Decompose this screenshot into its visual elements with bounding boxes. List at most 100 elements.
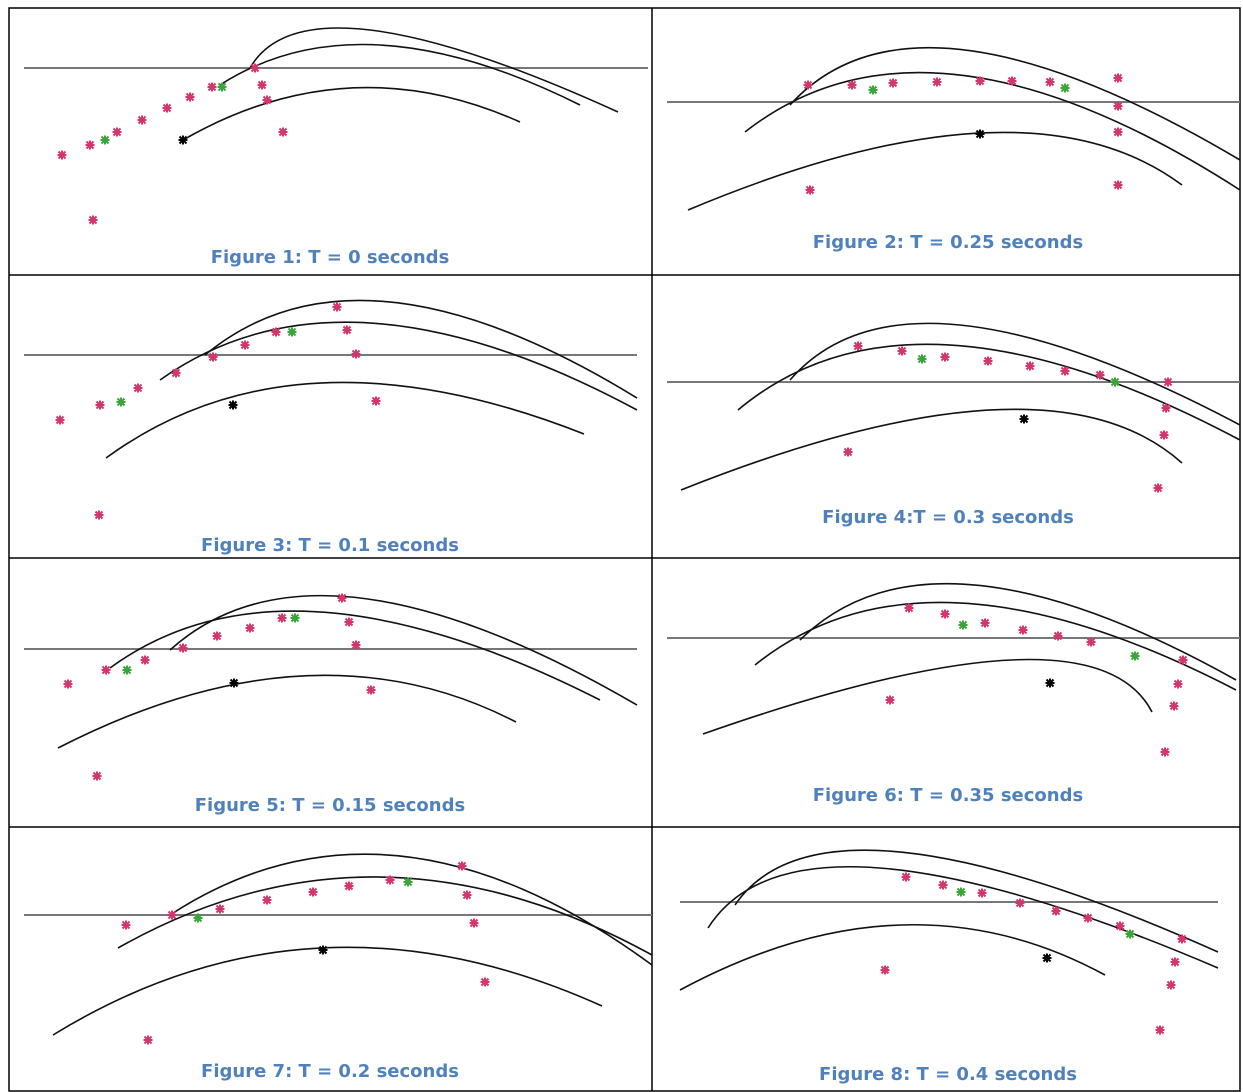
pink-marker: [215, 904, 225, 914]
green-marker: [1130, 651, 1140, 661]
panel: Figure 2: T = 0.25 seconds: [667, 47, 1241, 253]
curve: [204, 299, 638, 399]
curve: [159, 321, 638, 411]
panel: Figure 5: T = 0.15 seconds: [24, 593, 638, 816]
pink-marker: [1113, 180, 1123, 190]
pink-marker: [853, 341, 863, 351]
green-marker: [403, 877, 413, 887]
green-marker: [868, 85, 878, 95]
pink-marker: [1015, 898, 1025, 908]
green-marker: [116, 397, 126, 407]
pink-marker: [344, 617, 354, 627]
caption: Figure 4:T = 0.3 seconds: [822, 507, 1074, 528]
pink-marker: [385, 875, 395, 885]
panel: Figure 4:T = 0.3 seconds: [667, 322, 1241, 528]
pink-marker: [904, 603, 914, 613]
pink-marker: [938, 880, 948, 890]
pink-marker: [932, 77, 942, 87]
panel: Figure 1: T = 0 seconds: [24, 27, 648, 268]
pink-marker: [803, 80, 813, 90]
pink-marker: [308, 887, 318, 897]
pink-marker: [212, 631, 222, 641]
pink-marker: [63, 679, 73, 689]
pink-marker: [980, 618, 990, 628]
pink-marker: [262, 895, 272, 905]
pink-marker: [469, 918, 479, 928]
caption: Figure 7: T = 0.2 seconds: [201, 1061, 459, 1082]
pink-marker: [95, 400, 105, 410]
curve: [687, 131, 1183, 211]
pink-marker: [57, 150, 67, 160]
pink-marker: [171, 368, 181, 378]
pink-marker: [250, 63, 260, 73]
green-marker: [290, 613, 300, 623]
curve: [182, 86, 521, 141]
curve: [702, 658, 1153, 735]
pink-marker: [162, 103, 172, 113]
curve: [799, 582, 1237, 681]
pink-marker: [278, 127, 288, 137]
pink-marker: [1115, 921, 1125, 931]
pink-marker: [1113, 101, 1123, 111]
pink-marker: [1161, 403, 1171, 413]
black-marker: [1042, 953, 1052, 963]
curve: [754, 601, 1237, 691]
green-marker: [287, 327, 297, 337]
black-marker: [228, 400, 238, 410]
pink-marker: [85, 140, 95, 150]
pink-marker: [1045, 77, 1055, 87]
pink-marker: [351, 349, 361, 359]
pink-marker: [1159, 430, 1169, 440]
pink-marker: [185, 92, 195, 102]
pink-marker: [143, 1035, 153, 1045]
green-marker: [958, 620, 968, 630]
pink-marker: [207, 82, 217, 92]
pink-marker: [88, 215, 98, 225]
curve: [680, 408, 1183, 491]
pink-marker: [101, 665, 111, 675]
pink-marker: [1007, 76, 1017, 86]
pink-marker: [342, 325, 352, 335]
pink-marker: [245, 623, 255, 633]
pink-marker: [1163, 377, 1173, 387]
pink-marker: [1018, 625, 1028, 635]
pink-marker: [371, 396, 381, 406]
pink-marker: [167, 910, 177, 920]
curve: [789, 322, 1241, 426]
caption: Figure 6: T = 0.35 seconds: [813, 785, 1083, 806]
pink-marker: [1095, 370, 1105, 380]
pink-marker: [1053, 631, 1063, 641]
pink-marker: [366, 685, 376, 695]
pink-marker: [888, 78, 898, 88]
curve: [744, 71, 1241, 191]
pink-marker: [940, 352, 950, 362]
green-marker: [1060, 83, 1070, 93]
green-marker: [1125, 929, 1135, 939]
pink-marker: [137, 115, 147, 125]
black-marker: [178, 135, 188, 145]
pink-marker: [1177, 934, 1187, 944]
pink-marker: [1060, 366, 1070, 376]
black-marker: [975, 129, 985, 139]
pink-marker: [1170, 957, 1180, 967]
green-marker: [122, 665, 132, 675]
pink-marker: [975, 76, 985, 86]
pink-marker: [805, 185, 815, 195]
pink-marker: [1113, 127, 1123, 137]
curve: [707, 865, 1219, 969]
curve: [679, 923, 1106, 991]
black-marker: [1019, 414, 1029, 424]
panel: Figure 7: T = 0.2 seconds: [24, 853, 653, 1082]
pink-marker: [344, 881, 354, 891]
curve: [734, 849, 1219, 953]
pink-marker: [94, 510, 104, 520]
panel: Figure 6: T = 0.35 seconds: [667, 582, 1240, 806]
pink-marker: [1153, 483, 1163, 493]
caption: Figure 8: T = 0.4 seconds: [819, 1064, 1077, 1085]
caption: Figure 3: T = 0.1 seconds: [201, 535, 459, 556]
pink-marker: [240, 340, 250, 350]
pink-marker: [1166, 980, 1176, 990]
curve: [109, 610, 601, 701]
green-marker: [956, 887, 966, 897]
pink-marker: [462, 890, 472, 900]
